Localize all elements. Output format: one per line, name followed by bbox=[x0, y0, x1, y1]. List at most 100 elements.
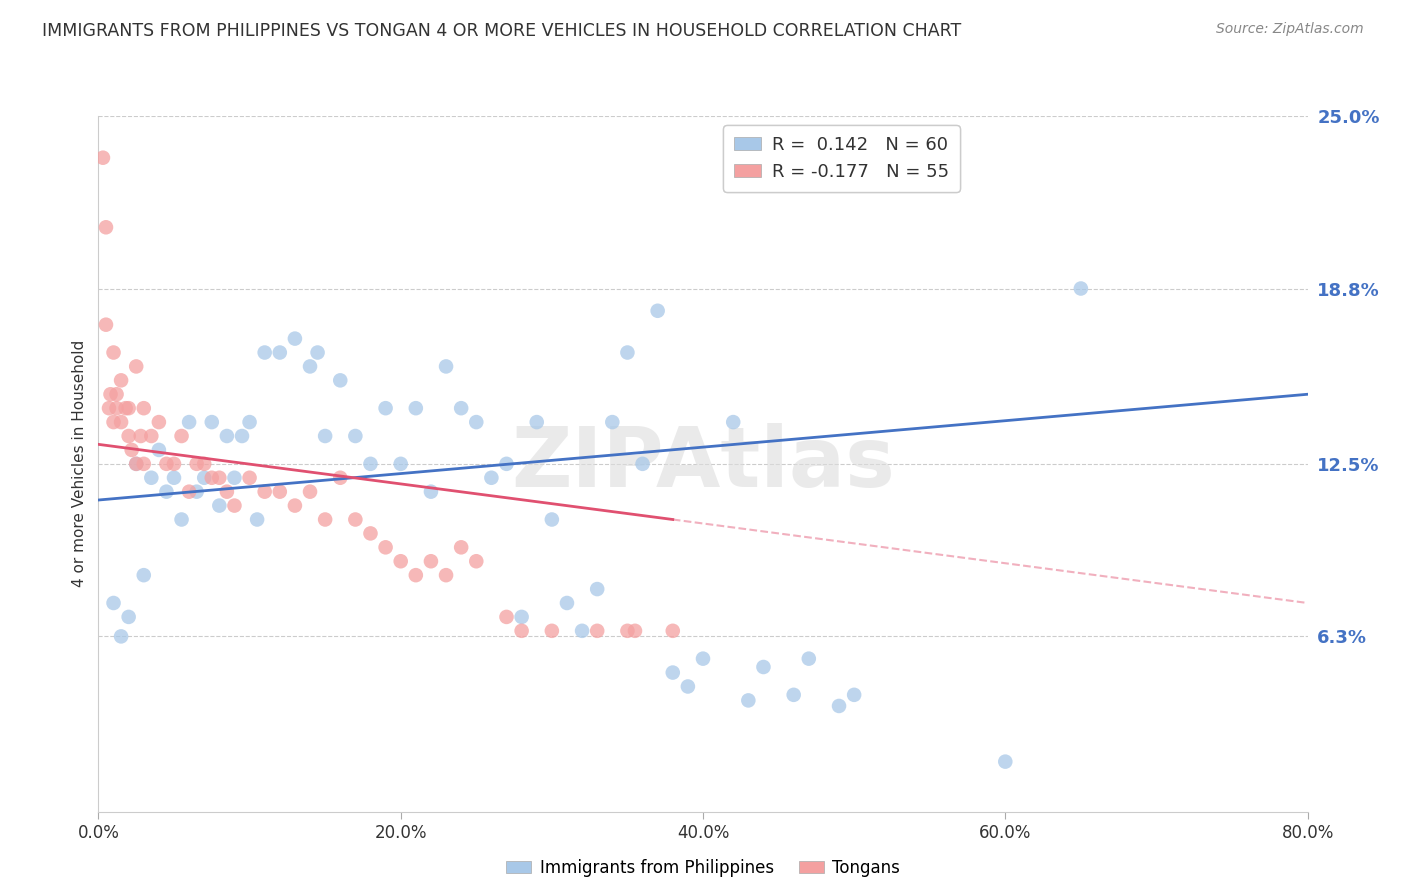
Point bbox=[624, 624, 647, 638]
Point bbox=[994, 755, 1017, 769]
Point bbox=[389, 457, 412, 471]
Point bbox=[132, 457, 155, 471]
Point bbox=[602, 415, 624, 429]
Point bbox=[269, 345, 291, 359]
Point bbox=[141, 471, 163, 485]
Y-axis label: 4 or more Vehicles in Household: 4 or more Vehicles in Household bbox=[72, 340, 87, 588]
Point bbox=[389, 554, 412, 568]
Point bbox=[586, 582, 609, 596]
Point bbox=[103, 596, 125, 610]
Point bbox=[284, 499, 307, 513]
Point bbox=[100, 387, 122, 401]
Point bbox=[193, 471, 215, 485]
Point bbox=[465, 554, 488, 568]
Point bbox=[94, 220, 117, 235]
Point bbox=[103, 415, 125, 429]
Point bbox=[783, 688, 806, 702]
Point bbox=[676, 680, 699, 694]
Point bbox=[231, 429, 253, 443]
Point bbox=[201, 471, 224, 485]
Point bbox=[434, 359, 457, 374]
Point bbox=[114, 401, 136, 416]
Point bbox=[374, 541, 396, 555]
Point bbox=[118, 401, 141, 416]
Point bbox=[495, 610, 517, 624]
Point bbox=[179, 415, 201, 429]
Point bbox=[110, 373, 132, 387]
Point bbox=[110, 415, 132, 429]
Point bbox=[125, 457, 148, 471]
Point bbox=[246, 512, 269, 526]
Point bbox=[284, 332, 307, 346]
Point bbox=[215, 484, 238, 499]
Point bbox=[148, 415, 170, 429]
Point bbox=[239, 471, 262, 485]
Point bbox=[692, 651, 714, 665]
Point bbox=[797, 651, 820, 665]
Point bbox=[193, 457, 215, 471]
Point bbox=[110, 629, 132, 643]
Point bbox=[723, 415, 745, 429]
Point bbox=[541, 512, 564, 526]
Point bbox=[98, 401, 121, 416]
Point bbox=[163, 457, 186, 471]
Point bbox=[329, 373, 352, 387]
Point bbox=[239, 415, 262, 429]
Point bbox=[224, 471, 246, 485]
Point bbox=[215, 429, 238, 443]
Point bbox=[132, 401, 155, 416]
Point bbox=[103, 345, 125, 359]
Point bbox=[299, 359, 322, 374]
Point bbox=[586, 624, 609, 638]
Point bbox=[405, 401, 427, 416]
Point bbox=[434, 568, 457, 582]
Point bbox=[344, 512, 367, 526]
Point bbox=[1070, 281, 1092, 295]
Point bbox=[541, 624, 564, 638]
Point bbox=[129, 429, 152, 443]
Point bbox=[269, 484, 291, 499]
Point bbox=[844, 688, 866, 702]
Text: ZIPAtlas: ZIPAtlas bbox=[510, 424, 896, 504]
Point bbox=[616, 345, 638, 359]
Point bbox=[170, 429, 193, 443]
Point bbox=[201, 415, 224, 429]
Legend: Immigrants from Philippines, Tongans: Immigrants from Philippines, Tongans bbox=[499, 852, 907, 883]
Point bbox=[148, 442, 170, 457]
Point bbox=[526, 415, 548, 429]
Point bbox=[450, 401, 472, 416]
Point bbox=[465, 415, 488, 429]
Point bbox=[141, 429, 163, 443]
Point bbox=[307, 345, 329, 359]
Point bbox=[420, 554, 443, 568]
Point bbox=[155, 484, 177, 499]
Point bbox=[344, 429, 367, 443]
Point bbox=[360, 457, 382, 471]
Point bbox=[91, 151, 114, 165]
Point bbox=[299, 484, 322, 499]
Text: IMMIGRANTS FROM PHILIPPINES VS TONGAN 4 OR MORE VEHICLES IN HOUSEHOLD CORRELATIO: IMMIGRANTS FROM PHILIPPINES VS TONGAN 4 … bbox=[42, 22, 962, 40]
Point bbox=[481, 471, 503, 485]
Point bbox=[828, 698, 851, 713]
Point bbox=[224, 499, 246, 513]
Point bbox=[374, 401, 396, 416]
Point bbox=[155, 457, 177, 471]
Point bbox=[163, 471, 186, 485]
Point bbox=[118, 429, 141, 443]
Point bbox=[752, 660, 775, 674]
Point bbox=[450, 541, 472, 555]
Point bbox=[555, 596, 578, 610]
Point bbox=[132, 568, 155, 582]
Point bbox=[118, 610, 141, 624]
Point bbox=[125, 359, 148, 374]
Point bbox=[616, 624, 638, 638]
Point bbox=[405, 568, 427, 582]
Point bbox=[105, 401, 128, 416]
Point bbox=[253, 484, 276, 499]
Point bbox=[737, 693, 759, 707]
Point bbox=[94, 318, 117, 332]
Point bbox=[360, 526, 382, 541]
Point bbox=[253, 345, 276, 359]
Point bbox=[121, 442, 143, 457]
Point bbox=[170, 512, 193, 526]
